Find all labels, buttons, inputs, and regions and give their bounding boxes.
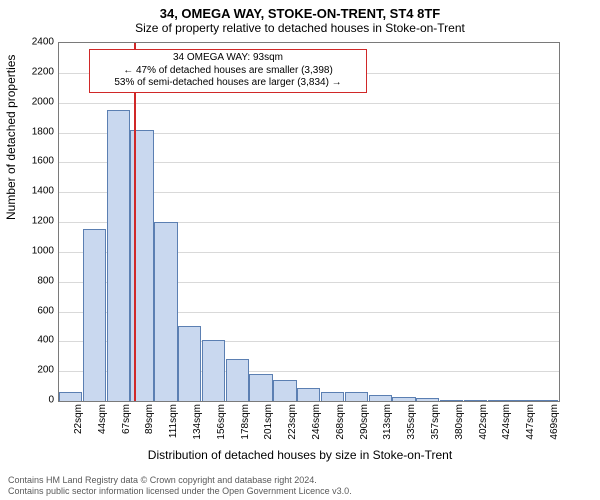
y-tick-label: 2200 [14,66,54,77]
annotation-line: 53% of semi-detached houses are larger (… [94,77,362,90]
y-tick-label: 2400 [14,37,54,48]
x-tick-label: 447sqm [525,404,536,440]
histogram-bar [392,397,415,401]
histogram-bar [297,388,320,401]
histogram-bar [369,395,392,401]
histogram-bar [440,400,463,401]
y-tick-label: 0 [14,395,54,406]
histogram-bar [273,380,296,401]
histogram-bar [416,398,439,401]
x-tick-label: 67sqm [121,404,132,434]
y-tick-label: 200 [14,365,54,376]
x-tick-label: 246sqm [311,404,322,440]
histogram-bar [83,229,106,401]
y-tick-label: 800 [14,275,54,286]
subject-marker-line [134,43,136,401]
x-tick-label: 22sqm [73,404,84,434]
histogram-bar [345,392,368,401]
histogram-bar [464,400,487,401]
y-tick-label: 2000 [14,96,54,107]
footer-attribution: Contains HM Land Registry data © Crown c… [8,475,352,497]
x-tick-label: 402sqm [478,404,489,440]
annotation-line: 34 OMEGA WAY: 93sqm [94,52,362,65]
histogram-bar [59,392,82,401]
histogram-bar [535,400,558,401]
histogram-bar [511,400,534,401]
annotation-box: 34 OMEGA WAY: 93sqm← 47% of detached hou… [89,49,367,93]
y-tick-label: 1200 [14,216,54,227]
x-tick-label: 290sqm [359,404,370,440]
x-tick-label: 380sqm [454,404,465,440]
histogram-bar [321,392,344,401]
x-tick-label: 201sqm [263,404,274,440]
x-tick-label: 111sqm [168,404,179,438]
x-tick-label: 268sqm [335,404,346,440]
y-tick-label: 1400 [14,186,54,197]
x-tick-label: 156sqm [216,404,227,440]
x-axis-label: Distribution of detached houses by size … [0,448,600,462]
x-tick-label: 469sqm [549,404,560,440]
x-tick-label: 44sqm [97,404,108,434]
y-tick-label: 1000 [14,245,54,256]
histogram-bar [202,340,225,401]
x-tick-label: 335sqm [406,404,417,440]
histogram-bar [488,400,511,401]
histogram-bar [249,374,272,401]
annotation-line: ← 47% of detached houses are smaller (3,… [94,65,362,78]
histogram-bar [154,222,177,401]
y-tick-label: 1800 [14,126,54,137]
x-tick-label: 313sqm [382,404,393,440]
y-tick-label: 1600 [14,156,54,167]
histogram-bar [178,326,201,401]
footer-line-1: Contains HM Land Registry data © Crown c… [8,475,352,486]
x-tick-label: 424sqm [501,404,512,440]
x-tick-label: 134sqm [192,404,203,440]
x-tick-label: 223sqm [287,404,298,440]
sub-title: Size of property relative to detached ho… [0,21,600,39]
histogram-bar [226,359,249,401]
footer-line-2: Contains public sector information licen… [8,486,352,497]
x-tick-label: 357sqm [430,404,441,440]
histogram-bar [107,110,130,401]
main-title: 34, OMEGA WAY, STOKE-ON-TRENT, ST4 8TF [0,0,600,21]
x-tick-label: 178sqm [240,404,251,440]
chart-plot-area: 34 OMEGA WAY: 93sqm← 47% of detached hou… [58,42,560,402]
x-tick-label: 89sqm [144,404,155,434]
y-tick-label: 600 [14,305,54,316]
y-tick-label: 400 [14,335,54,346]
